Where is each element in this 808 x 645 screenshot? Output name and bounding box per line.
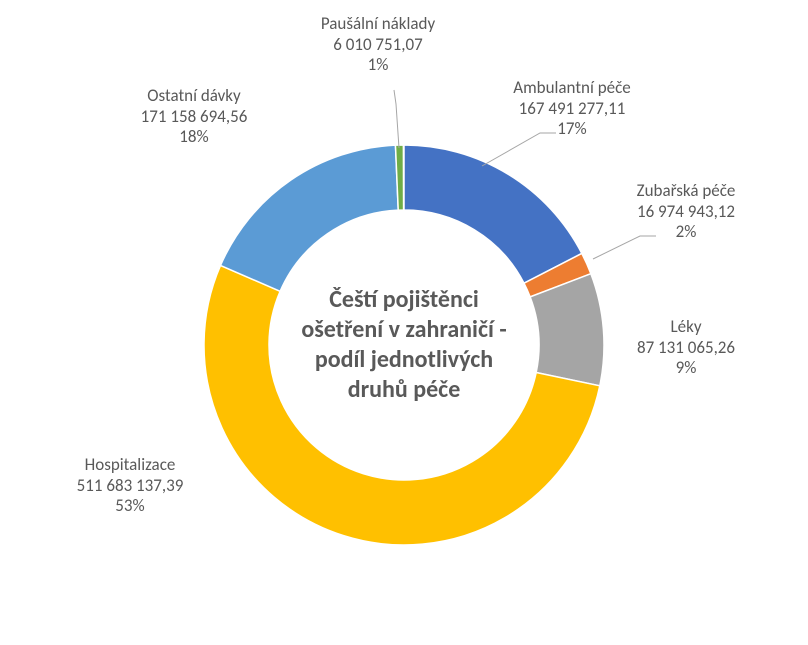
title-line: podíl jednotlivých [264,345,544,375]
label-value: 16 974 943,12 [596,202,776,222]
data-label: Hospitalizace511 683 137,3953% [30,455,230,516]
data-label: Léky87 131 065,269% [616,317,756,378]
label-percent: 1% [278,55,478,75]
data-label: Ambulantní péče167 491 277,1117% [482,78,662,139]
label-value: 171 158 694,56 [94,107,294,127]
label-value: 167 491 277,11 [482,99,662,119]
slice-ambulantn-p-e [404,145,582,283]
label-name: Léky [616,317,756,337]
data-label: Zubařská péče16 974 943,122% [596,181,776,242]
label-name: Hospitalizace [30,455,230,475]
leader-line [394,90,399,148]
title-line: ošetření v zahraničí - [264,315,544,345]
label-percent: 9% [616,358,756,378]
data-label: Ostatní dávky171 158 694,5618% [94,86,294,147]
label-name: Ostatní dávky [94,86,294,106]
label-value: 511 683 137,39 [30,476,230,496]
donut-chart: Čeští pojištěnciošetření v zahraničí -po… [0,0,808,645]
label-name: Paušální náklady [278,14,478,34]
label-percent: 17% [482,119,662,139]
slice-ostatn-d-vky [220,145,398,291]
label-name: Ambulantní péče [482,78,662,98]
chart-center-title: Čeští pojištěnciošetření v zahraničí -po… [264,285,544,405]
label-value: 87 131 065,26 [616,338,756,358]
title-line: Čeští pojištěnci [264,285,544,315]
label-percent: 53% [30,496,230,516]
label-name: Zubařská péče [596,181,776,201]
label-percent: 18% [94,127,294,147]
label-value: 6 010 751,07 [278,35,478,55]
label-percent: 2% [596,222,776,242]
title-line: druhů péče [264,375,544,405]
data-label: Paušální náklady6 010 751,071% [278,14,478,75]
